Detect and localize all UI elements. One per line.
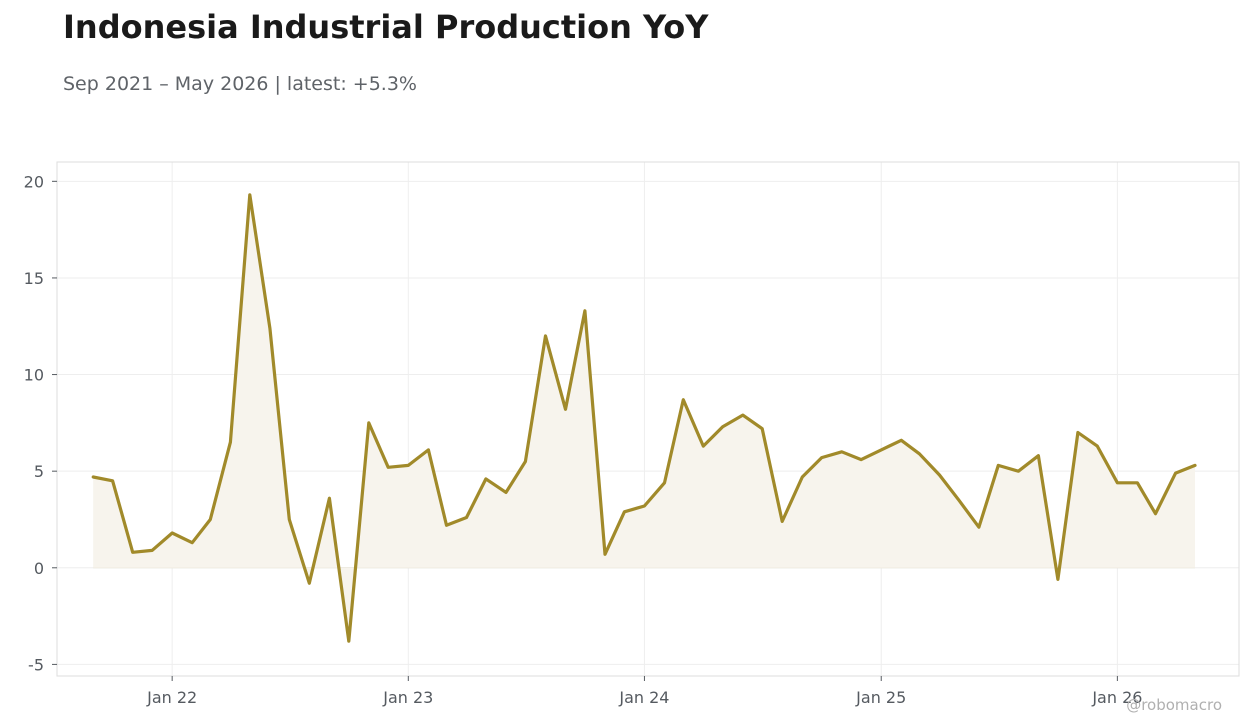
data-point bbox=[918, 452, 921, 455]
data-point bbox=[840, 450, 843, 454]
data-point bbox=[1056, 578, 1060, 581]
data-point bbox=[191, 541, 194, 544]
data-point bbox=[367, 421, 371, 425]
y-tick-label: 5 bbox=[34, 462, 44, 481]
data-point bbox=[938, 473, 941, 477]
y-tick-label: 0 bbox=[34, 559, 44, 578]
data-point bbox=[427, 448, 430, 452]
series-area-fill bbox=[93, 194, 1196, 642]
y-axis: -5 0 5 10 15 20 bbox=[24, 172, 57, 674]
data-points bbox=[92, 193, 1197, 643]
y-tick-label: 20 bbox=[24, 172, 44, 191]
data-point bbox=[760, 427, 764, 430]
x-tick-label: Jan 24 bbox=[618, 688, 669, 707]
data-point bbox=[347, 640, 350, 643]
data-point bbox=[820, 456, 823, 459]
data-point bbox=[484, 477, 488, 481]
data-point bbox=[268, 326, 272, 330]
data-point bbox=[229, 440, 232, 444]
data-point bbox=[1076, 431, 1080, 434]
data-point bbox=[288, 518, 291, 521]
data-point bbox=[741, 413, 744, 417]
data-point bbox=[702, 444, 705, 448]
data-point bbox=[1193, 464, 1197, 467]
data-point bbox=[1154, 512, 1157, 515]
data-point bbox=[880, 448, 883, 452]
data-point bbox=[1017, 469, 1020, 473]
y-tick-label: -5 bbox=[28, 655, 44, 674]
x-axis: Jan 22 Jan 23 Jan 24 Jan 25 Jan 26 bbox=[146, 676, 1142, 707]
data-point bbox=[682, 398, 685, 401]
data-point bbox=[445, 524, 448, 527]
data-point bbox=[623, 510, 626, 513]
x-tick-label: Jan 23 bbox=[382, 688, 433, 707]
data-point bbox=[721, 425, 724, 428]
data-point bbox=[92, 475, 95, 479]
data-point bbox=[209, 518, 212, 521]
data-point bbox=[583, 309, 587, 312]
data-point bbox=[603, 553, 607, 556]
data-point bbox=[328, 497, 331, 500]
plot-frame bbox=[56, 161, 1240, 677]
data-point bbox=[504, 491, 508, 494]
chart-subtitle: Sep 2021 – May 2026 | latest: +5.3% bbox=[63, 73, 417, 95]
data-point bbox=[1037, 454, 1040, 457]
data-point bbox=[801, 475, 804, 479]
data-point bbox=[1096, 444, 1099, 448]
data-point bbox=[643, 504, 646, 508]
chart-title: Indonesia Industrial Production YoY bbox=[63, 8, 709, 46]
y-tick-label: 15 bbox=[24, 269, 44, 288]
data-point bbox=[407, 464, 410, 467]
data-point bbox=[248, 193, 251, 197]
data-point bbox=[663, 481, 666, 484]
data-point bbox=[308, 582, 311, 585]
data-point bbox=[524, 460, 527, 463]
watermark: @robomacro bbox=[1126, 696, 1222, 714]
data-point bbox=[131, 551, 134, 554]
data-point bbox=[111, 479, 114, 483]
data-point bbox=[387, 466, 390, 469]
data-point bbox=[781, 520, 784, 523]
data-point bbox=[465, 516, 468, 519]
data-point bbox=[544, 334, 547, 338]
data-point bbox=[1174, 471, 1177, 475]
data-point bbox=[997, 464, 1000, 467]
data-point bbox=[900, 439, 903, 442]
data-point bbox=[977, 526, 981, 529]
data-point bbox=[564, 408, 567, 411]
data-point bbox=[859, 458, 863, 461]
data-point bbox=[1136, 481, 1139, 484]
x-tick-label: Jan 25 bbox=[855, 688, 906, 707]
x-tick-label: Jan 26 bbox=[1091, 688, 1142, 707]
y-tick-label: 10 bbox=[24, 366, 44, 385]
data-point bbox=[150, 549, 154, 552]
data-point bbox=[170, 531, 174, 535]
x-tick-label: Jan 22 bbox=[146, 688, 197, 707]
data-point bbox=[1116, 481, 1119, 484]
data-point bbox=[957, 498, 961, 502]
